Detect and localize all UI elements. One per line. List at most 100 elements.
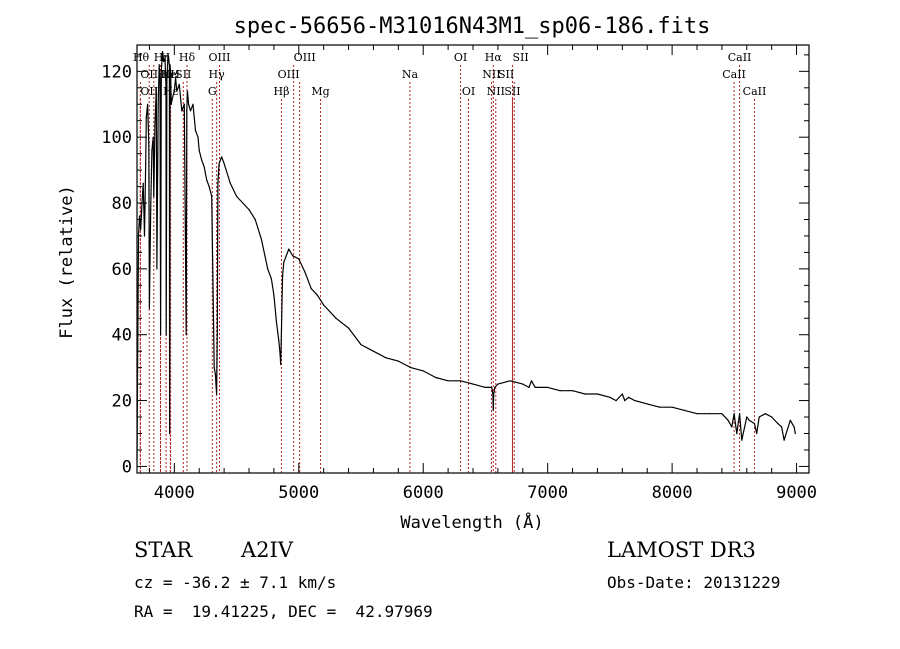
spectrum-point-26 (163, 60, 165, 63)
line-marker-label-15: Hγ (209, 68, 226, 81)
y-axis-label: Flux (relative) (57, 185, 77, 339)
spectrum-point-115 (534, 386, 536, 388)
spectrum-point-145 (764, 413, 767, 415)
spectrum-point-43 (183, 103, 185, 105)
spectrum-point-75 (273, 294, 275, 296)
spectrum-point-16 (153, 195, 155, 197)
spectrum-point-102 (460, 380, 462, 382)
spectrum-point-65 (221, 156, 223, 158)
spectrum-point-132 (708, 413, 711, 415)
y-tick-label-5: 100 (101, 128, 132, 148)
spectrum-point-136 (733, 413, 735, 415)
spectrum-point-39 (175, 77, 177, 79)
spectrum-point-7 (143, 235, 146, 237)
spectrum-point-126 (634, 400, 636, 402)
spectrum-line (136, 50, 796, 460)
spectrum-point-69 (242, 202, 244, 204)
spectrum-point-113 (528, 386, 530, 388)
spectrum-point-64 (218, 162, 220, 165)
chart-title: spec-56656-M31016N43M1_sp06-186.fits (234, 14, 711, 39)
spectrum-point-151 (793, 426, 795, 428)
line-marker-label-18: NII (482, 68, 500, 81)
obs-date: Obs-Date: 20131229 (607, 573, 781, 592)
spectrum-point-4 (140, 228, 142, 230)
spectrum-point-27 (164, 57, 166, 59)
y-tick-label-1: 20 (112, 392, 132, 412)
spectrum-point-63 (217, 182, 219, 184)
spectrum-point-20 (157, 103, 159, 105)
spectrum-point-85 (288, 248, 290, 250)
x-tick-label-0: 4000 (154, 483, 195, 503)
spectrum-point-18 (155, 87, 157, 89)
spectrum-point-52 (198, 149, 200, 151)
spectrum-point-125 (628, 396, 630, 398)
spectrum-point-148 (781, 426, 783, 428)
line-marker-label-26: OI (462, 85, 475, 98)
redshift-text: cz = -36.2 ± 7.1 km/s (134, 573, 337, 592)
spectrum-point-88 (304, 271, 306, 273)
line-marker-label-25: Mg (311, 85, 329, 98)
spectrum-point-54 (203, 166, 205, 168)
spectrum-point-109 (494, 386, 496, 388)
spectrum-point-28 (165, 87, 167, 89)
line-marker-label-19: SII (498, 68, 514, 81)
x-tick-label-1: 5000 (278, 483, 319, 503)
spectrum-point-11 (148, 143, 150, 145)
spectrum-point-128 (659, 406, 661, 408)
spectrum-point-37 (171, 97, 174, 99)
spectrum-point-86 (292, 255, 294, 257)
spectrum-point-87 (298, 258, 300, 260)
spectrum-point-131 (696, 413, 698, 415)
spectrum-point-53 (201, 159, 203, 161)
spectrum-point-118 (572, 390, 574, 392)
spectrum-point-73 (267, 268, 269, 270)
survey-name: LAMOST DR3 (607, 538, 756, 562)
spectrum-point-116 (547, 386, 549, 388)
x-tick-label-4: 8000 (652, 483, 693, 503)
spectrum-point-119 (584, 393, 586, 395)
line-marker-label-8: SII (512, 51, 528, 64)
spectrum-point-100 (435, 376, 437, 379)
spectrum-point-111 (509, 380, 511, 382)
spectrum-point-83 (283, 261, 285, 263)
spectrum-point-3 (138, 215, 141, 217)
spectrum-point-50 (194, 130, 197, 132)
spectrum-point-74 (270, 278, 272, 280)
spectrum-point-80 (280, 327, 283, 329)
spectrum-point-147 (777, 423, 779, 425)
line-marker-label-3: Hδ (179, 51, 196, 64)
spectrum-point-15 (152, 136, 154, 138)
spectrum-point-38 (173, 90, 175, 92)
spectrum-point-61 (216, 393, 218, 395)
spectrum-point-33 (169, 432, 171, 435)
line-marker-label-6: OI (454, 51, 467, 64)
spectrum-point-95 (372, 350, 374, 352)
spectrum-point-99 (422, 370, 424, 372)
plot-axes: 4000 5000 6000 7000 8000 9000 0 20 40 60 80 100 120 (101, 44, 817, 503)
spectrum-point-81 (281, 301, 283, 303)
spectrum-point-22 (159, 77, 161, 79)
line-marker-label-4: OIII (208, 51, 230, 64)
spectrum (136, 50, 796, 461)
spectrum-point-114 (530, 380, 533, 382)
spectrum-point-62 (216, 334, 218, 336)
spectrum-point-82 (282, 274, 284, 277)
spectrum-point-42 (181, 110, 183, 112)
spectrum-point-133 (721, 413, 723, 415)
spectrum-point-110 (497, 383, 499, 385)
spectrum-point-124 (624, 400, 626, 402)
plot-frame (136, 44, 810, 474)
line-marker-label-27: NII (487, 85, 505, 98)
spectrum-point-12 (148, 307, 150, 309)
spectrum-point-149 (783, 439, 785, 441)
spectrum-point-10 (147, 103, 149, 105)
line-marker-label-29: CaII (743, 85, 767, 98)
spectrum-point-17 (154, 123, 156, 125)
line-marker-label-10: OII (140, 68, 158, 81)
spectrum-point-141 (748, 419, 750, 421)
spectrum-point-60 (215, 383, 217, 385)
spectrum-point-14 (151, 149, 153, 151)
spectrum-point-29 (165, 334, 167, 336)
spectrum-point-101 (447, 380, 449, 382)
